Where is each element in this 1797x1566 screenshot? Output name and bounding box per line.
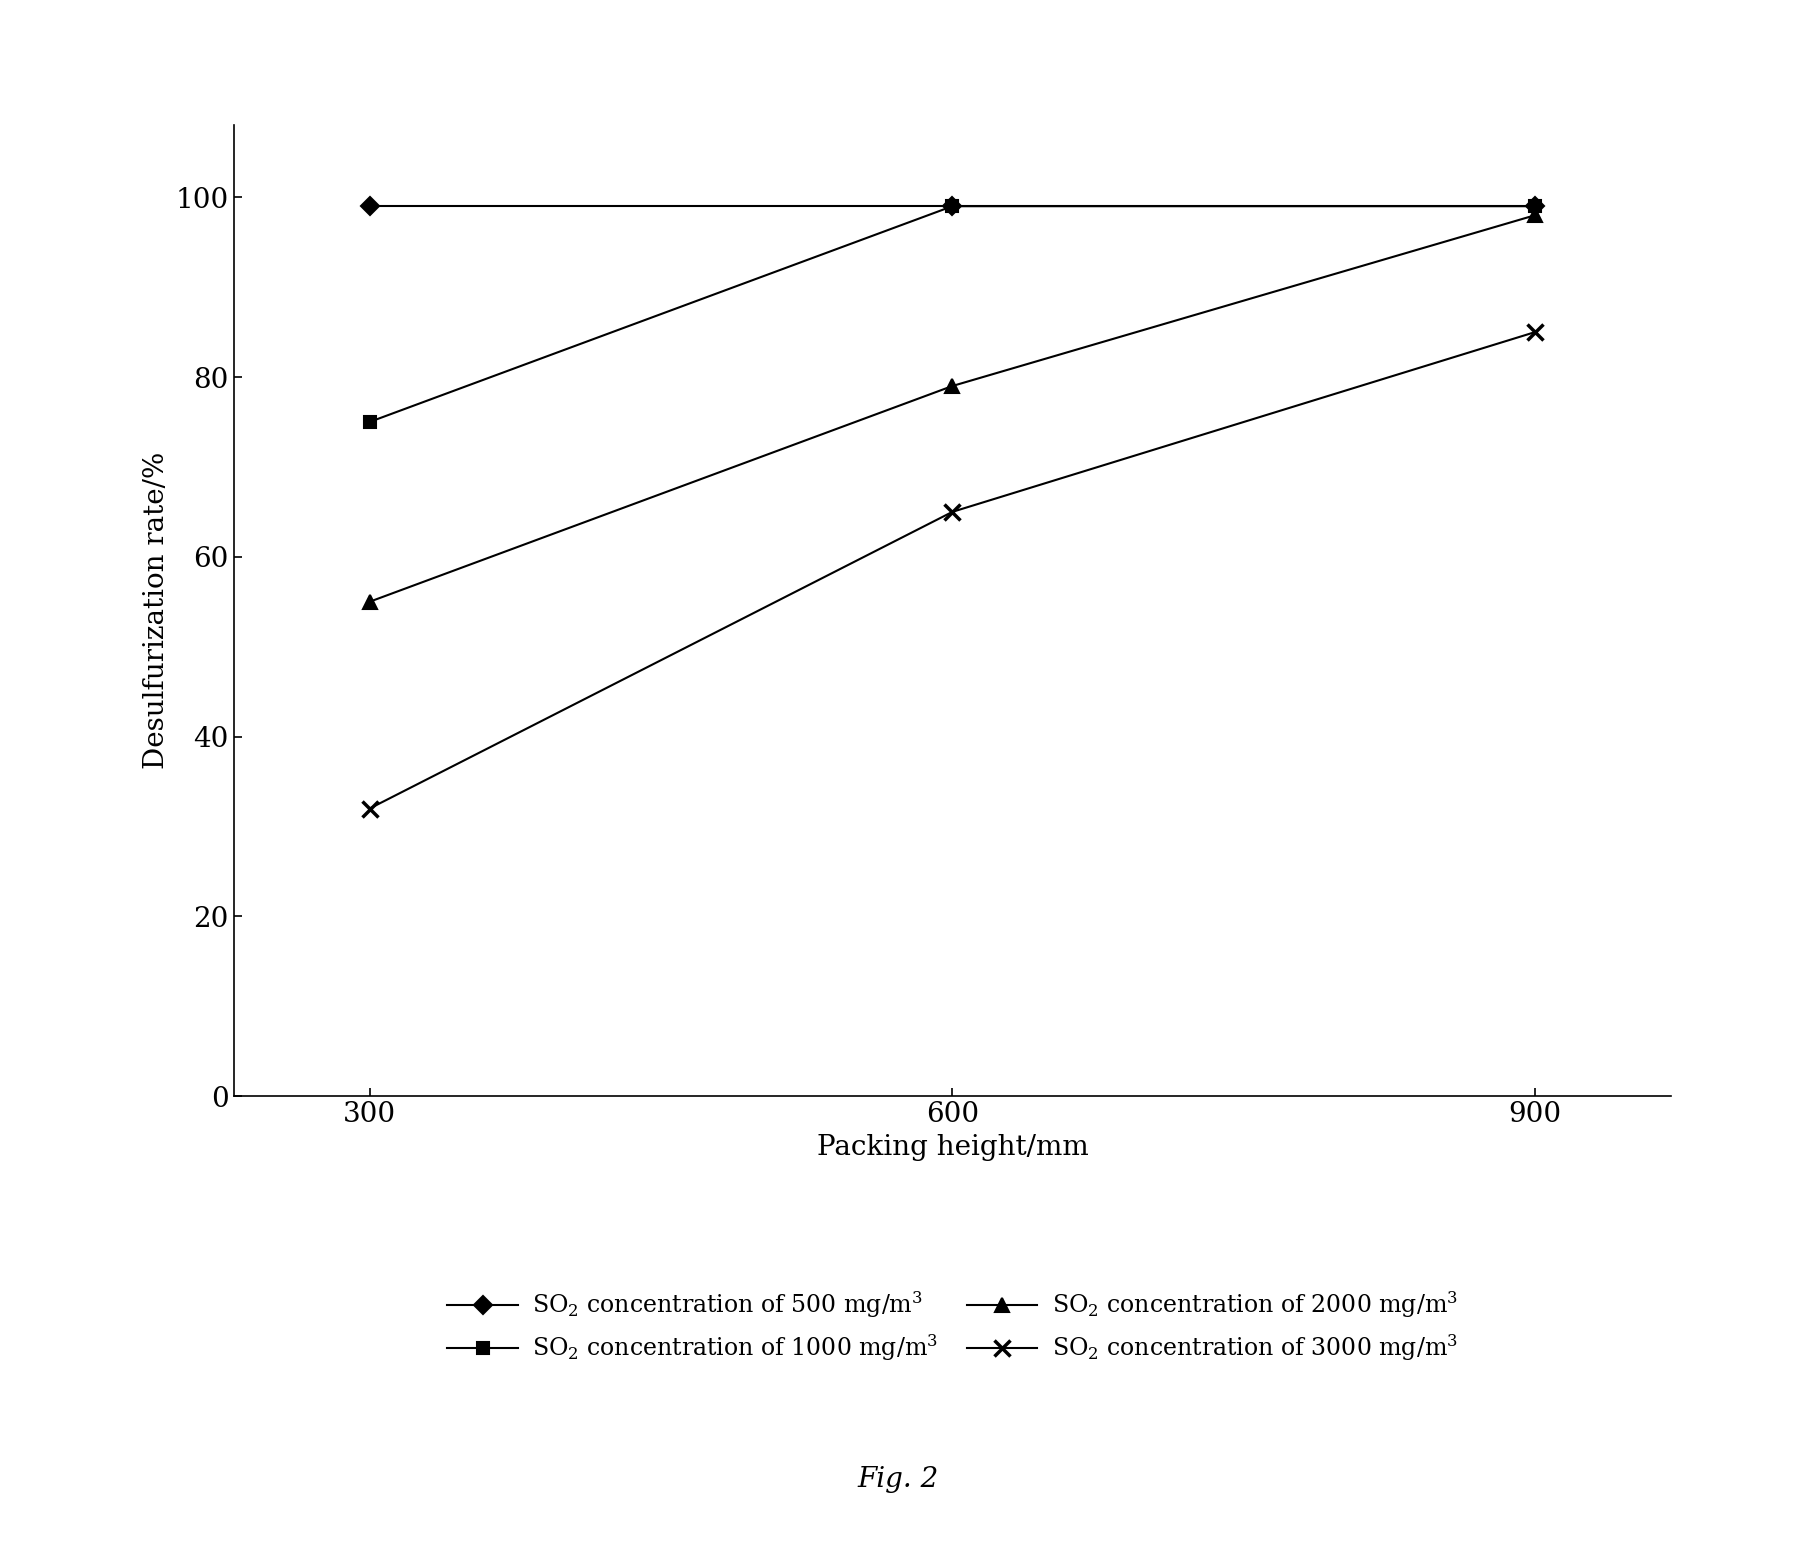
Legend: $\mathrm{SO_2}$ concentration of 500 mg/m$^3$, $\mathrm{SO_2}$ concentration of : $\mathrm{SO_2}$ concentration of 500 mg/… (435, 1278, 1470, 1375)
Text: Fig. 2: Fig. 2 (857, 1466, 940, 1494)
Y-axis label: Desulfurization rate/%: Desulfurization rate/% (144, 453, 171, 769)
X-axis label: Packing height/mm: Packing height/mm (816, 1134, 1089, 1160)
